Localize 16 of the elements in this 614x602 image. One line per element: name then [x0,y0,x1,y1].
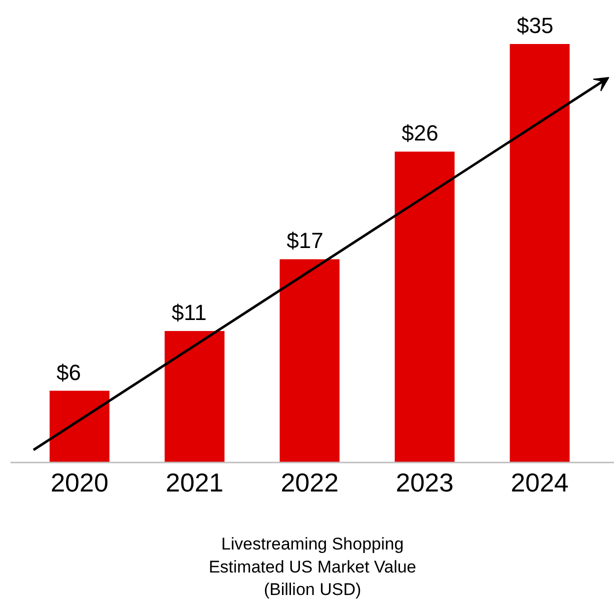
bar [510,44,570,462]
x-tick-label: 2023 [396,468,454,498]
bar [50,390,110,462]
x-tick-label: 2020 [50,468,108,498]
data-label: $11 [172,300,207,325]
data-label: $26 [402,120,438,146]
x-tick-label: 2022 [280,468,339,498]
data-label: $35 [516,12,554,38]
x-tick-label: 2024 [510,468,569,498]
bar [394,152,455,462]
bar [280,259,340,462]
bar [164,330,224,462]
x-axis-title: Livestreaming Shopping Estimated US Market Value (Billion USD) [208,534,416,600]
data-label: $17 [286,228,324,254]
data-label: $6 [56,360,82,385]
x-tick-label: 2021 [166,468,224,498]
